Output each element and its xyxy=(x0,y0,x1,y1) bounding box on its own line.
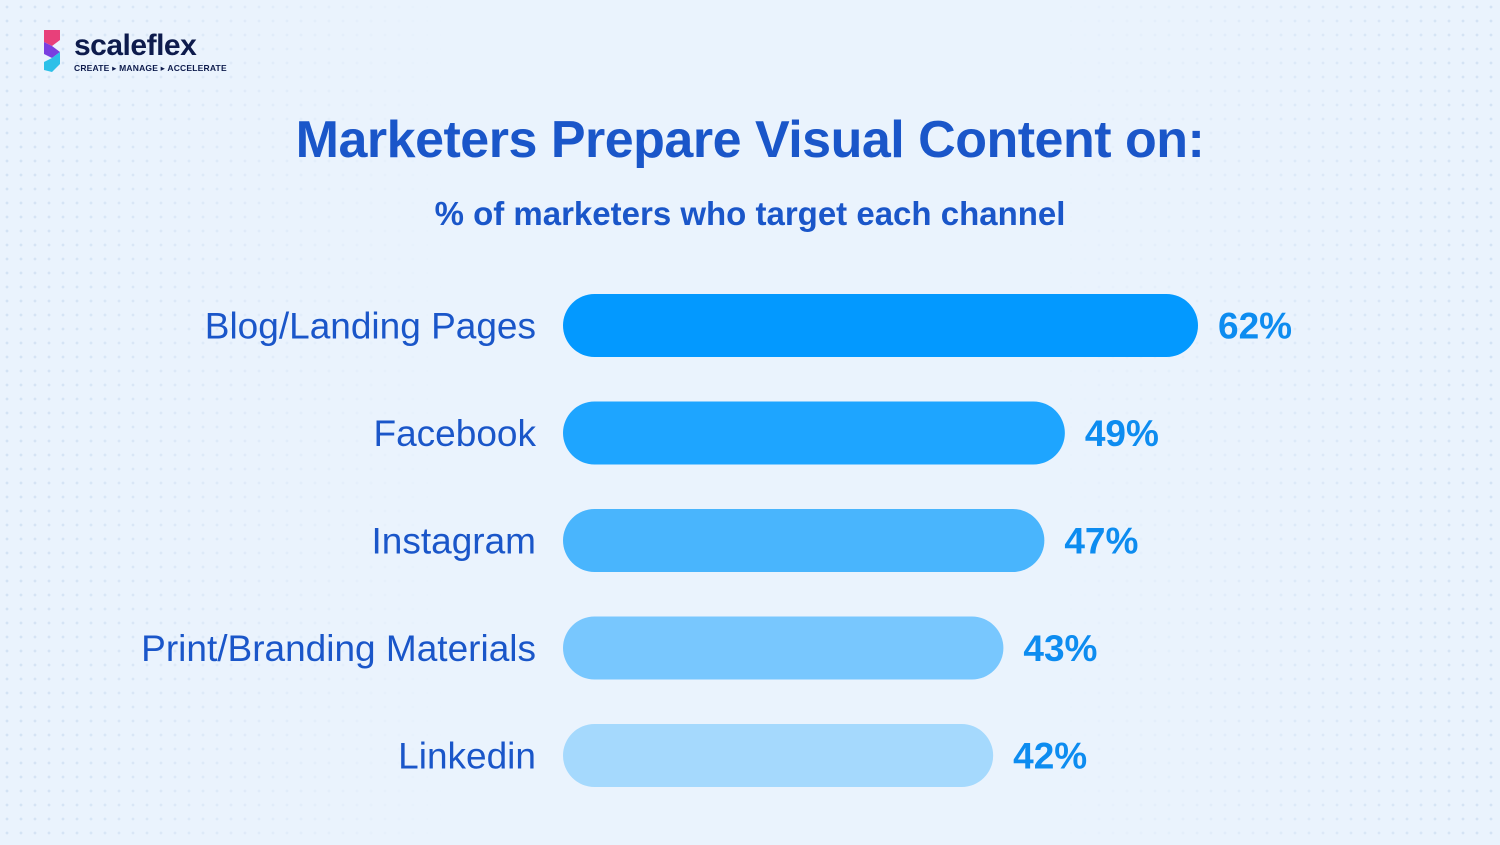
chart-title: Marketers Prepare Visual Content on: xyxy=(295,111,1205,169)
scaleflex-logo: scaleflex CREATE ▸ MANAGE ▸ ACCELERATE xyxy=(38,26,227,78)
value-label: 47% xyxy=(1064,521,1138,562)
bar xyxy=(563,294,1198,357)
chart-subtitle: % of marketers who target each channel xyxy=(434,195,1066,232)
category-label: Blog/Landing Pages xyxy=(205,306,536,347)
bar xyxy=(563,724,994,787)
scaleflex-logo-icon xyxy=(44,30,60,72)
category-label: Linkedin xyxy=(398,736,536,777)
value-label: 49% xyxy=(1085,413,1159,454)
brand-name: scaleflex xyxy=(74,28,197,62)
bar xyxy=(563,401,1065,465)
category-label: Instagram xyxy=(371,521,536,562)
value-label: 43% xyxy=(1023,628,1097,669)
category-label: Print/Branding Materials xyxy=(141,628,536,669)
brand-tagline: CREATE ▸ MANAGE ▸ ACCELERATE xyxy=(74,62,227,73)
bar xyxy=(563,616,1004,680)
value-label: 42% xyxy=(1013,736,1087,777)
value-label: 62% xyxy=(1218,306,1292,347)
bar xyxy=(563,509,1045,572)
category-label: Facebook xyxy=(374,413,537,454)
